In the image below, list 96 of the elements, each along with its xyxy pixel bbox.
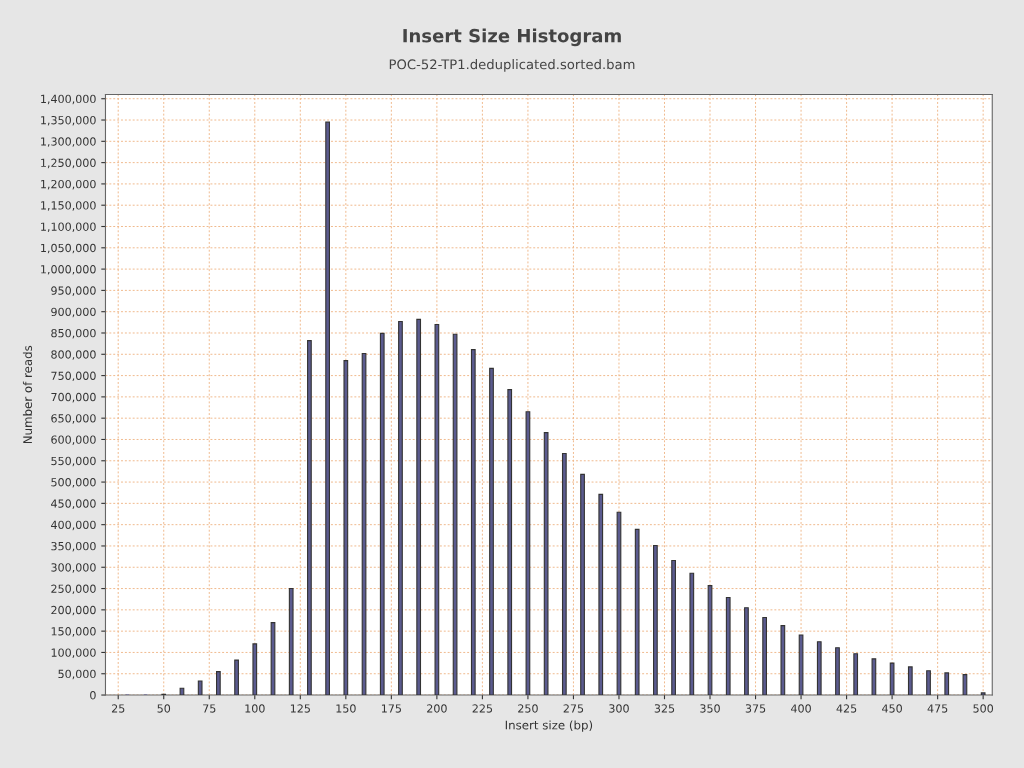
x-tick-label: 350: [700, 704, 720, 713]
bar: [671, 559, 676, 696]
y-tick-label: 600,000: [51, 435, 96, 445]
bar: [926, 670, 931, 696]
bar: [325, 121, 330, 696]
bar: [470, 349, 476, 696]
y-tick-label: 700,000: [51, 392, 96, 403]
y-tick-label: 1,300,000: [41, 137, 96, 147]
bar: [580, 473, 585, 696]
y-tick-label: 450,000: [51, 499, 96, 509]
bar: [489, 367, 494, 696]
bar: [689, 572, 695, 696]
bar: [889, 662, 895, 696]
x-tick-label: 500: [973, 704, 994, 713]
bar: [907, 666, 913, 696]
x-tick-label: 450: [882, 704, 902, 713]
x-tick-label: 425: [836, 704, 857, 713]
bar: [871, 658, 877, 696]
bar: [598, 493, 604, 696]
y-tick-label: 550,000: [51, 456, 96, 467]
bar: [288, 587, 294, 696]
bar: [780, 625, 786, 696]
y-tick-label: 400,000: [51, 520, 96, 531]
x-tick-label: 250: [518, 704, 538, 713]
y-tick-label: 850,000: [51, 328, 96, 339]
x-tick-label: 75: [203, 704, 216, 713]
x-tick-label: 300: [609, 704, 629, 713]
x-tick-label: 100: [245, 704, 265, 713]
y-tick-label: 1,250,000: [41, 158, 96, 169]
y-tick-label: 950,000: [51, 286, 96, 296]
bar: [561, 452, 567, 696]
bar: [416, 318, 422, 696]
y-tick-label: 1,100,000: [41, 222, 96, 233]
chart-title: Insert Size Histogram: [403, 28, 621, 47]
x-tick-label: 325: [654, 704, 675, 713]
bar: [634, 528, 640, 696]
y-tick-label: 800,000: [51, 350, 96, 360]
y-tick-label: 500,000: [51, 478, 96, 488]
bar: [507, 389, 513, 696]
x-tick-label: 275: [563, 704, 584, 713]
bar: [853, 653, 859, 696]
bar: [835, 647, 840, 696]
bar: [798, 634, 804, 696]
bar: [179, 687, 185, 696]
y-tick-label: 300,000: [51, 563, 96, 573]
bar: [197, 680, 203, 696]
x-tick-label: 225: [472, 704, 493, 713]
y-tick-label: 1,200,000: [41, 179, 96, 190]
x-tick-label: 375: [745, 704, 766, 713]
bar: [962, 674, 968, 696]
y-tick-label: 0: [90, 691, 96, 700]
y-tick-label: 250,000: [51, 584, 96, 595]
bar: [361, 352, 367, 696]
x-tick-label: 400: [791, 704, 811, 713]
y-tick-label: 150,000: [51, 627, 96, 637]
y-tick-label: 900,000: [51, 307, 96, 318]
y-tick-label: 1,350,000: [41, 116, 96, 126]
bar: [452, 333, 458, 696]
bar: [744, 607, 749, 696]
y-tick-label: 1,400,000: [41, 94, 96, 105]
bar: [379, 332, 385, 696]
bar: [434, 323, 440, 696]
bar: [653, 544, 658, 696]
y-tick-label: 1,150,000: [41, 201, 96, 211]
y-tick-label: 650,000: [51, 414, 96, 424]
bar: [252, 643, 258, 696]
bar: [307, 340, 312, 696]
bar: [525, 411, 531, 696]
y-tick-label: 750,000: [51, 371, 96, 382]
bar: [980, 692, 986, 696]
bar: [543, 432, 549, 696]
y-axis-title: Number of reads: [22, 345, 33, 444]
x-tick-label: 25: [111, 704, 125, 713]
x-tick-label: 175: [381, 704, 401, 713]
bar: [616, 511, 622, 696]
x-tick-label: 125: [290, 704, 310, 713]
y-tick-label: 1,000,000: [41, 265, 96, 275]
y-tick-label: 350,000: [51, 541, 96, 552]
y-tick-label: 200,000: [51, 605, 96, 616]
y-tick-label: 100,000: [51, 648, 96, 658]
x-tick-label: 150: [336, 704, 356, 713]
bar: [944, 672, 950, 696]
x-axis-title: Insert size (bp): [505, 720, 593, 732]
bar: [398, 320, 403, 696]
x-tick-label: 475: [927, 704, 948, 713]
bar: [762, 616, 768, 696]
bar: [816, 641, 822, 696]
y-tick-label: 1,050,000: [41, 243, 96, 254]
bar: [343, 360, 349, 696]
chart-subtitle: POC-52-TP1.deduplicated.sorted.bam: [389, 59, 635, 72]
bar: [215, 671, 221, 696]
x-tick-label: 200: [427, 704, 447, 713]
y-tick-label: 50,000: [58, 669, 96, 680]
x-tick-label: 50: [157, 704, 171, 713]
bar: [725, 596, 731, 696]
bar: [234, 659, 239, 696]
